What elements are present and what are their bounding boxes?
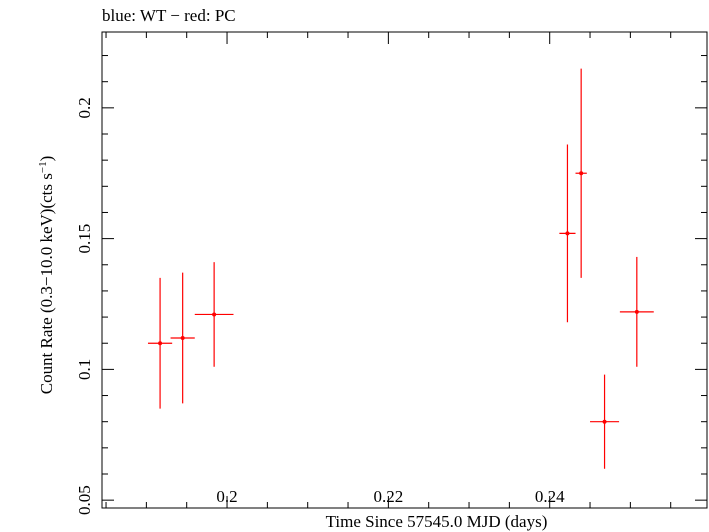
- x-tick-label: 0.24: [535, 487, 565, 506]
- x-tick-labels: 0.2 0.22 0.24: [216, 487, 565, 506]
- data-point: [590, 374, 620, 469]
- y-tick-label: 0.05: [75, 485, 94, 515]
- y-axis-label-main: Count Rate (0.3−10.0 keV)(cts s: [37, 173, 56, 394]
- data-point: [575, 68, 587, 278]
- data-point: [147, 277, 173, 409]
- y-axis-label-superscript: −1: [37, 161, 49, 173]
- point-marker: [602, 419, 607, 424]
- point-marker: [634, 309, 639, 314]
- y-axis-label: Count Rate (0.3−10.0 keV)(cts s−1): [37, 156, 56, 395]
- x-axis-label: Time Since 57545.0 MJD (days): [326, 512, 548, 531]
- data-series-pc: [147, 68, 654, 469]
- y-tick-label: 0.15: [75, 224, 94, 254]
- x-tick-label: 0.2: [216, 487, 237, 506]
- point-marker: [565, 231, 570, 236]
- point-marker: [579, 171, 584, 176]
- data-point: [619, 256, 654, 367]
- y-tick-labels: 0.05 0.1 0.15 0.2: [75, 97, 94, 515]
- data-point: [559, 144, 576, 323]
- y-tick-label: 0.2: [75, 97, 94, 118]
- data-point: [170, 272, 195, 404]
- point-marker: [158, 341, 163, 346]
- point-marker: [180, 336, 185, 340]
- y-tick-label: 0.1: [75, 359, 94, 380]
- y-axis-label-close: ): [37, 156, 56, 162]
- chart-title: blue: WT − red: PC: [102, 6, 236, 25]
- x-tick-label: 0.22: [373, 487, 403, 506]
- axis-ticks: [102, 32, 707, 508]
- plot-frame: [101, 31, 708, 509]
- data-point: [194, 262, 234, 367]
- point-marker: [212, 312, 217, 317]
